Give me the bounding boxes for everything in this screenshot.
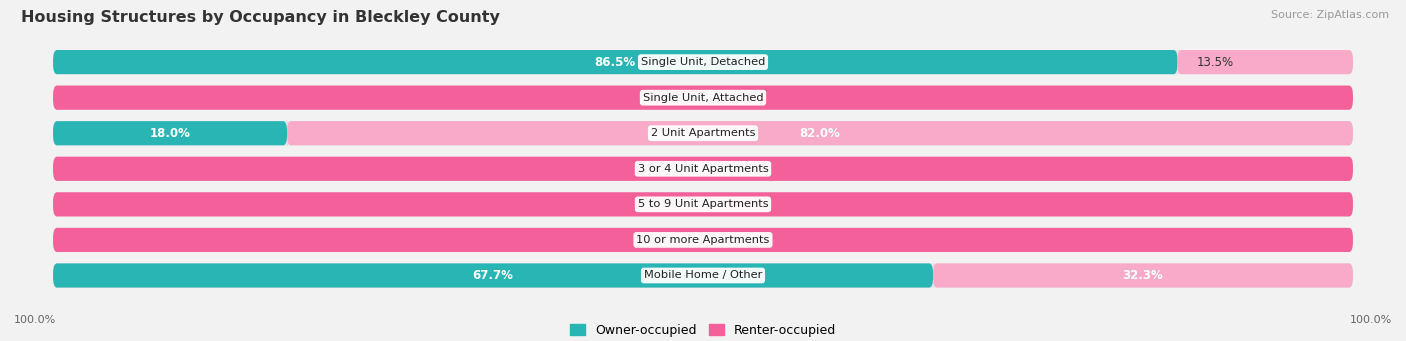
FancyBboxPatch shape bbox=[53, 228, 1353, 252]
FancyBboxPatch shape bbox=[53, 228, 1353, 252]
Text: Single Unit, Attached: Single Unit, Attached bbox=[643, 93, 763, 103]
FancyBboxPatch shape bbox=[53, 86, 1353, 110]
FancyBboxPatch shape bbox=[287, 121, 1353, 145]
Text: 2 Unit Apartments: 2 Unit Apartments bbox=[651, 128, 755, 138]
FancyBboxPatch shape bbox=[934, 263, 1353, 287]
FancyBboxPatch shape bbox=[53, 157, 1353, 181]
Text: 0.0%: 0.0% bbox=[647, 234, 678, 247]
Text: 32.3%: 32.3% bbox=[1122, 269, 1163, 282]
FancyBboxPatch shape bbox=[53, 192, 1353, 217]
FancyBboxPatch shape bbox=[53, 50, 1353, 74]
Text: 0.0%: 0.0% bbox=[647, 198, 678, 211]
FancyBboxPatch shape bbox=[53, 263, 934, 287]
FancyBboxPatch shape bbox=[53, 121, 287, 145]
Text: 100.0%: 100.0% bbox=[1350, 315, 1392, 325]
Text: 86.5%: 86.5% bbox=[595, 56, 636, 69]
Text: 100.0%: 100.0% bbox=[679, 91, 727, 104]
FancyBboxPatch shape bbox=[53, 50, 1177, 74]
FancyBboxPatch shape bbox=[53, 86, 1353, 110]
Text: Single Unit, Detached: Single Unit, Detached bbox=[641, 57, 765, 67]
FancyBboxPatch shape bbox=[53, 121, 1353, 145]
Text: 100.0%: 100.0% bbox=[679, 162, 727, 175]
FancyBboxPatch shape bbox=[53, 192, 1353, 217]
Text: 0.0%: 0.0% bbox=[647, 91, 678, 104]
Text: 82.0%: 82.0% bbox=[800, 127, 841, 140]
Text: Mobile Home / Other: Mobile Home / Other bbox=[644, 270, 762, 281]
Text: 100.0%: 100.0% bbox=[14, 315, 56, 325]
FancyBboxPatch shape bbox=[53, 157, 1353, 181]
Text: Source: ZipAtlas.com: Source: ZipAtlas.com bbox=[1271, 10, 1389, 20]
Text: Housing Structures by Occupancy in Bleckley County: Housing Structures by Occupancy in Bleck… bbox=[21, 10, 501, 25]
Text: 10 or more Apartments: 10 or more Apartments bbox=[637, 235, 769, 245]
Text: 0.0%: 0.0% bbox=[647, 162, 678, 175]
Text: 100.0%: 100.0% bbox=[679, 198, 727, 211]
FancyBboxPatch shape bbox=[1177, 50, 1353, 74]
Legend: Owner-occupied, Renter-occupied: Owner-occupied, Renter-occupied bbox=[565, 319, 841, 341]
Text: 100.0%: 100.0% bbox=[679, 234, 727, 247]
Text: 13.5%: 13.5% bbox=[1197, 56, 1234, 69]
Text: 3 or 4 Unit Apartments: 3 or 4 Unit Apartments bbox=[638, 164, 768, 174]
Text: 67.7%: 67.7% bbox=[472, 269, 513, 282]
Text: 18.0%: 18.0% bbox=[149, 127, 190, 140]
Text: 5 to 9 Unit Apartments: 5 to 9 Unit Apartments bbox=[638, 199, 768, 209]
FancyBboxPatch shape bbox=[53, 263, 1353, 287]
